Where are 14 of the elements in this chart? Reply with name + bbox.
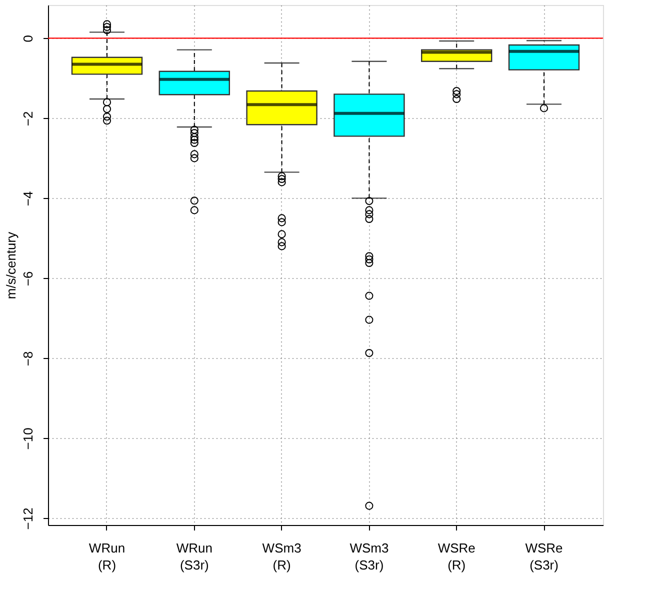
x-tick-label: WSm3 (R) (262, 540, 302, 572)
y-tick-label: −6 (20, 271, 36, 286)
y-axis-title: m/s/century (4, 231, 18, 300)
y-tick-label: −4 (20, 191, 36, 206)
y-tick-label: −8 (20, 351, 36, 366)
y-tick-label: 0 (20, 35, 36, 42)
x-tick-label: WRun (S3r) (176, 540, 212, 572)
x-tick-label: WRun (R) (88, 540, 126, 572)
x-tick-label: WSRe (R) (438, 540, 476, 572)
x-tick-label: WSm3 (S3r) (350, 540, 389, 572)
y-tick-label: −10 (20, 428, 36, 450)
y-tick-label: −12 (20, 508, 36, 530)
x-tick-label: WSRe (S3r) (525, 540, 563, 572)
y-tick-label: −2 (20, 111, 36, 126)
